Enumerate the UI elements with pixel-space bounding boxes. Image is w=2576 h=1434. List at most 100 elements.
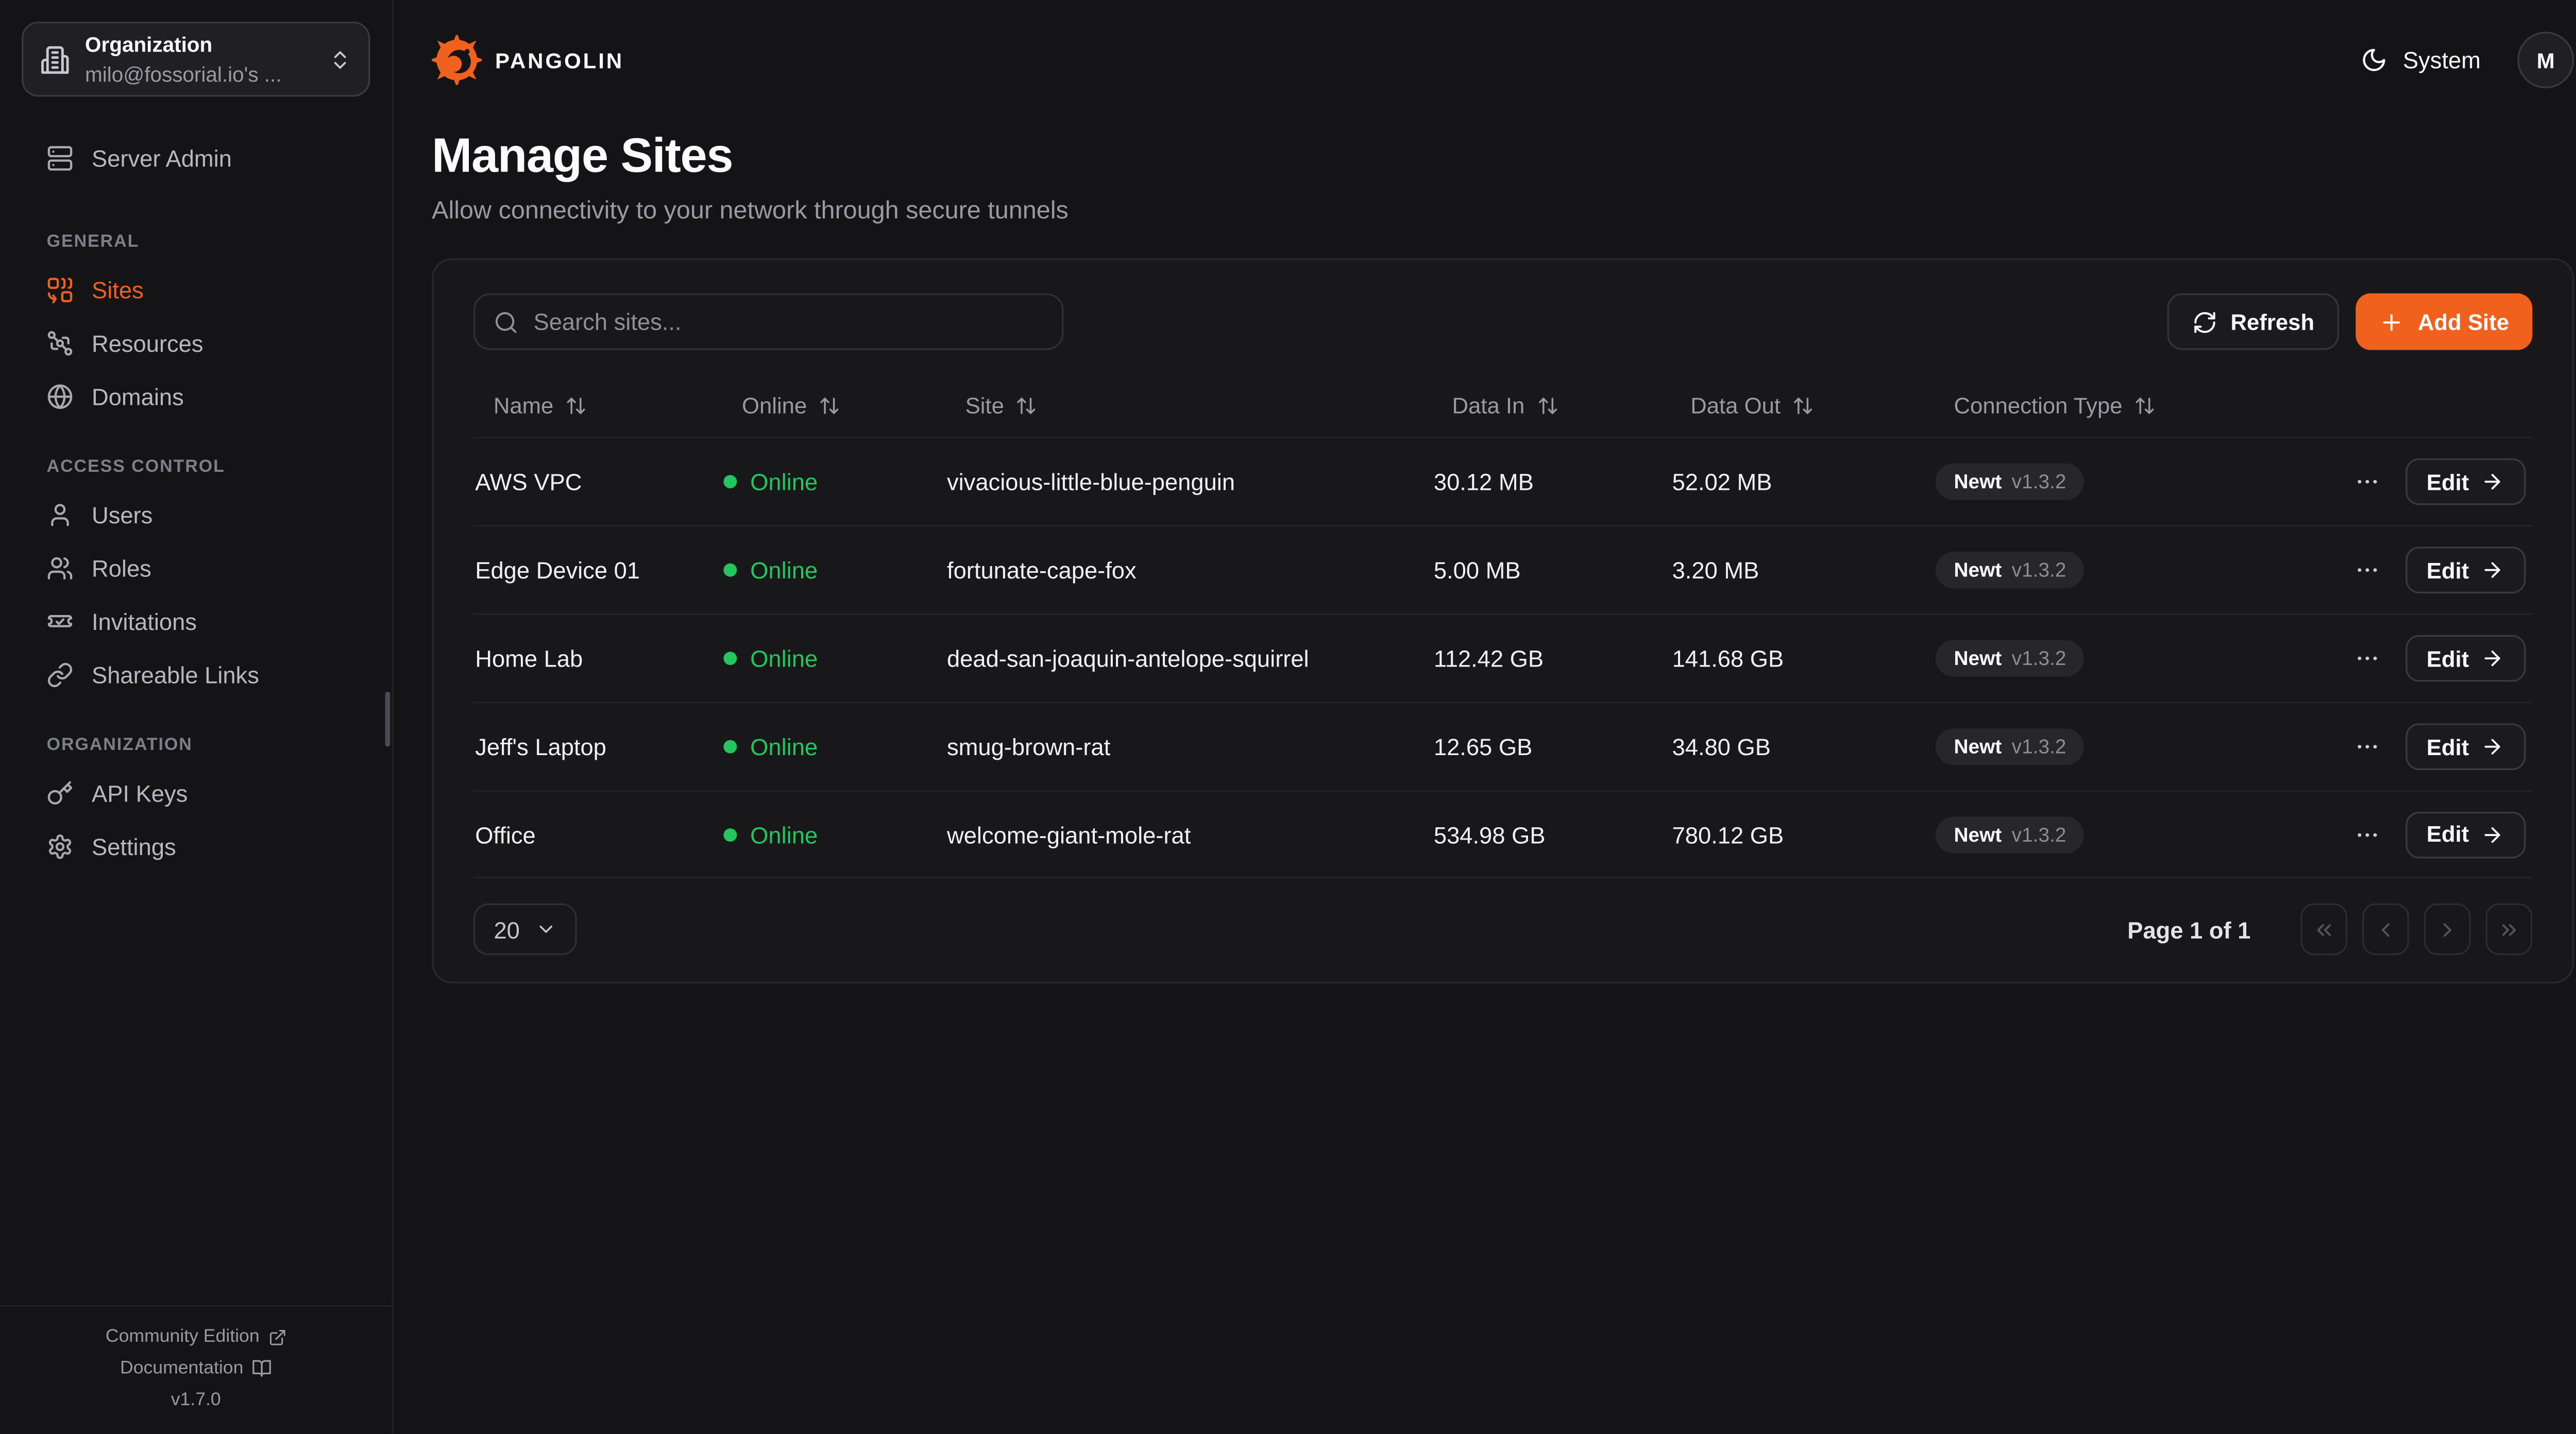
online-dot-icon bbox=[723, 740, 737, 754]
add-site-button[interactable]: Add Site bbox=[2356, 293, 2533, 350]
sort-icon bbox=[2134, 394, 2156, 416]
section-heading-access-control: ACCESS CONTROL bbox=[46, 456, 225, 477]
theme-toggle[interactable]: System bbox=[2361, 47, 2481, 74]
book-open-icon bbox=[252, 1358, 272, 1378]
column-header-data-in[interactable]: Data In bbox=[1432, 392, 1671, 418]
chevron-left-icon bbox=[2382, 922, 2390, 936]
edit-button[interactable]: Edit bbox=[2404, 723, 2526, 770]
connection-version: v1.3.2 bbox=[2011, 735, 2066, 759]
data-in-cell: 30.12 MB bbox=[1433, 468, 1534, 496]
online-dot-icon bbox=[723, 827, 737, 841]
data-in-cell: 112.42 GB bbox=[1433, 645, 1544, 672]
org-selector-subtitle: milo@fossorial.io's ... bbox=[85, 62, 282, 86]
row-menu-button[interactable] bbox=[2353, 645, 2380, 672]
status-badge: Online bbox=[750, 645, 818, 672]
search-input[interactable] bbox=[533, 308, 1044, 335]
prev-page-button[interactable] bbox=[2362, 903, 2409, 955]
sidebar-item-label: Shareable Links bbox=[91, 661, 259, 689]
site-name-cell: Home Lab bbox=[475, 645, 583, 672]
column-header-data-out[interactable]: Data Out bbox=[1670, 392, 1934, 418]
column-header-online[interactable]: Online bbox=[722, 392, 945, 418]
data-out-cell: 3.20 MB bbox=[1672, 556, 1759, 584]
edit-button[interactable]: Edit bbox=[2404, 811, 2526, 858]
online-dot-icon bbox=[723, 563, 737, 577]
status-badge: Online bbox=[750, 468, 818, 496]
sidebar-item-server-admin[interactable]: Server Admin bbox=[0, 132, 392, 185]
page-subtitle: Allow connectivity to your network throu… bbox=[432, 196, 1069, 225]
table-header-row: Name Online Site Data In bbox=[473, 373, 2532, 437]
status-cell: Online bbox=[722, 557, 945, 584]
refresh-label: Refresh bbox=[2230, 309, 2315, 334]
page-title: Manage Sites bbox=[432, 130, 734, 183]
table-row: Home Lab Online dead-san-joaquin-antelop… bbox=[473, 613, 2533, 702]
next-page-button[interactable] bbox=[2424, 903, 2471, 955]
documentation-link[interactable]: Documentation bbox=[120, 1358, 272, 1378]
sidebar-scrollbar[interactable] bbox=[385, 691, 391, 747]
sidebar-item-shareable-links[interactable]: Shareable Links bbox=[0, 648, 392, 702]
version-label: v1.7.0 bbox=[171, 1390, 221, 1410]
sidebar-item-label: Settings bbox=[91, 833, 176, 860]
documentation-label: Documentation bbox=[120, 1358, 244, 1379]
edit-button[interactable]: Edit bbox=[2404, 635, 2526, 682]
site-slug-cell: smug-brown-rat bbox=[946, 733, 1111, 760]
status-badge: Online bbox=[750, 821, 818, 848]
sidebar-footer: Community Edition Documentation v1.7.0 bbox=[0, 1305, 392, 1433]
row-menu-button[interactable] bbox=[2353, 733, 2380, 760]
sidebar-item-api-keys[interactable]: API Keys bbox=[0, 767, 392, 821]
avatar[interactable]: M bbox=[2517, 31, 2574, 89]
column-header-connection-type[interactable]: Connection Type bbox=[1934, 392, 2349, 418]
status-cell: Online bbox=[722, 821, 945, 848]
sidebar-item-label: API Keys bbox=[91, 780, 188, 807]
row-menu-button[interactable] bbox=[2353, 821, 2380, 848]
community-edition-link[interactable]: Community Edition bbox=[106, 1327, 286, 1347]
server-icon bbox=[47, 145, 74, 172]
connection-version: v1.3.2 bbox=[2011, 822, 2066, 846]
external-link-icon bbox=[268, 1327, 286, 1346]
pangolin-mascot-icon bbox=[432, 35, 482, 86]
last-page-button[interactable] bbox=[2485, 903, 2533, 955]
pagination: 20 Page 1 of 1 bbox=[473, 903, 2533, 955]
ellipsis-icon bbox=[2357, 656, 2376, 660]
moon-icon bbox=[2361, 47, 2388, 74]
sidebar-item-label: Users bbox=[91, 502, 153, 528]
column-header-name[interactable]: Name bbox=[473, 392, 722, 418]
data-out-cell: 34.80 GB bbox=[1672, 733, 1771, 760]
arrow-right-icon bbox=[2481, 647, 2504, 670]
connection-version: v1.3.2 bbox=[2011, 558, 2066, 582]
sidebar-item-invitations[interactable]: Invitations bbox=[0, 595, 392, 648]
connection-type-badge: Newt v1.3.2 bbox=[1935, 552, 2085, 589]
row-menu-button[interactable] bbox=[2353, 468, 2380, 495]
refresh-button[interactable]: Refresh bbox=[2167, 293, 2340, 350]
sidebar-item-domains[interactable]: Domains bbox=[0, 370, 392, 423]
sidebar-item-settings[interactable]: Settings bbox=[0, 820, 392, 874]
sort-icon bbox=[1792, 394, 1814, 416]
row-menu-button[interactable] bbox=[2353, 557, 2380, 584]
org-selector[interactable]: Organization milo@fossorial.io's ... bbox=[22, 22, 370, 97]
chevrons-left-icon bbox=[2317, 923, 2331, 935]
sort-icon bbox=[565, 394, 587, 416]
sort-icon bbox=[819, 394, 840, 416]
main-area: PANGOLIN System M Manage Sites Allow con… bbox=[394, 0, 2576, 1433]
sidebar-item-label: Roles bbox=[91, 555, 151, 582]
chevron-right-icon bbox=[2443, 922, 2451, 936]
page-size-select[interactable]: 20 bbox=[473, 903, 577, 955]
edit-button[interactable]: Edit bbox=[2404, 458, 2526, 505]
sidebar-item-sites[interactable]: Sites bbox=[0, 263, 392, 317]
column-header-site[interactable]: Site bbox=[945, 392, 1432, 418]
table-row: Edge Device 01 Online fortunate-cape-fox… bbox=[473, 525, 2533, 613]
section-heading-organization: ORGANIZATION bbox=[46, 735, 193, 755]
sidebar-item-label: Sites bbox=[91, 277, 144, 303]
connection-type-badge: Newt v1.3.2 bbox=[1935, 728, 2085, 765]
sidebar-item-roles[interactable]: Roles bbox=[0, 542, 392, 595]
edit-button[interactable]: Edit bbox=[2404, 547, 2526, 593]
key-icon bbox=[47, 780, 74, 807]
sidebar-item-users[interactable]: Users bbox=[0, 488, 392, 542]
brand-logo[interactable]: PANGOLIN bbox=[432, 35, 624, 86]
sidebar-item-resources[interactable]: Resources bbox=[0, 317, 392, 370]
gear-icon bbox=[47, 833, 74, 860]
connection-version: v1.3.2 bbox=[2011, 470, 2066, 493]
table-row: Office Online welcome-giant-mole-rat 534… bbox=[473, 790, 2533, 879]
refresh-icon bbox=[2192, 309, 2217, 334]
first-page-button[interactable] bbox=[2300, 903, 2348, 955]
